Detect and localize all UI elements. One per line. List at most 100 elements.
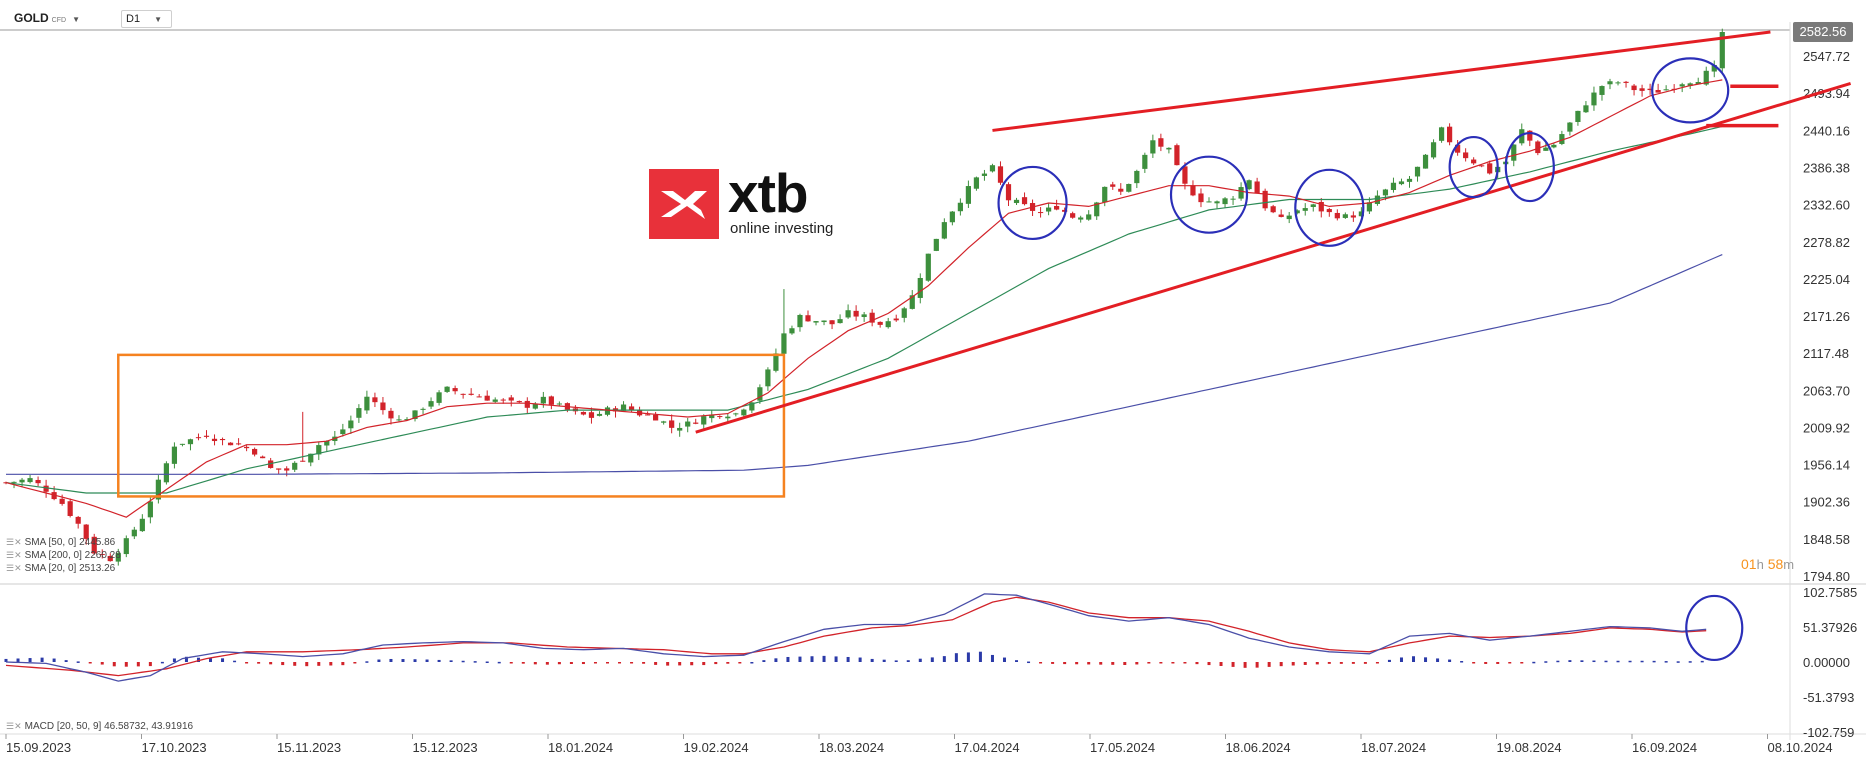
timer-hours-unit: h bbox=[1756, 557, 1764, 572]
macd-histogram-bar bbox=[858, 657, 862, 662]
timer-minutes: 58 bbox=[1767, 556, 1784, 572]
macd-histogram-bar bbox=[1375, 662, 1379, 664]
macd-histogram-bar bbox=[930, 657, 934, 662]
macd-histogram-bar bbox=[593, 662, 597, 664]
macd-histogram-bar bbox=[1520, 662, 1524, 664]
candle-body bbox=[1310, 204, 1316, 208]
candle-body bbox=[1086, 214, 1092, 220]
candle-body bbox=[516, 401, 522, 403]
candle-body bbox=[492, 399, 498, 402]
candle-body bbox=[620, 404, 627, 411]
macd-histogram-bar bbox=[172, 658, 176, 662]
macd-histogram-bar bbox=[1159, 662, 1163, 664]
candle-body bbox=[837, 319, 843, 324]
brand-name: xtb bbox=[728, 162, 808, 224]
candle-body bbox=[1527, 130, 1533, 141]
macd-histogram-bar bbox=[293, 662, 297, 666]
macd-histogram-bar bbox=[329, 662, 333, 666]
timeframe-selector[interactable]: D1 ▼ bbox=[121, 10, 172, 28]
macd-histogram-bar bbox=[1015, 660, 1019, 662]
candle-body bbox=[155, 479, 161, 500]
candle-body bbox=[1575, 110, 1581, 122]
macd-histogram-bar bbox=[1568, 660, 1572, 662]
price-tick-label: 1956.14 bbox=[1803, 458, 1850, 473]
macd-histogram-bar bbox=[1147, 662, 1151, 664]
macd-histogram-bar bbox=[1496, 662, 1500, 664]
candle-body bbox=[163, 463, 169, 483]
candle-body bbox=[941, 222, 947, 239]
time-tick-label: 18.06.2024 bbox=[1226, 740, 1291, 755]
candle-body bbox=[171, 446, 178, 464]
legend-sma50[interactable]: ☰✕ SMA [50, 0] 2445.86 bbox=[6, 537, 115, 548]
candle-body bbox=[1479, 165, 1485, 167]
price-tick-label: 2386.38 bbox=[1803, 160, 1850, 175]
macd-histogram-bar bbox=[618, 662, 622, 664]
price-tick-label: 2493.94 bbox=[1803, 86, 1850, 101]
macd-histogram-bar bbox=[1412, 656, 1416, 662]
candle-body bbox=[1078, 217, 1084, 220]
legend-label: SMA [20, 0] 2513.26 bbox=[24, 563, 116, 574]
candle-body bbox=[300, 460, 306, 462]
macd-histogram-bar bbox=[1640, 660, 1644, 663]
candle-body bbox=[1262, 190, 1268, 209]
highlight-circle bbox=[1504, 131, 1555, 203]
candle-body bbox=[147, 501, 153, 518]
time-tick-label: 15.11.2023 bbox=[277, 740, 341, 755]
time-tick-label: 17.10.2023 bbox=[142, 740, 207, 755]
candle-body bbox=[316, 445, 322, 455]
candle-body bbox=[43, 485, 49, 492]
candle-body bbox=[67, 501, 73, 516]
macd-histogram-bar bbox=[196, 657, 200, 662]
candle-body bbox=[1711, 64, 1717, 72]
candle-body bbox=[1318, 201, 1324, 212]
macd-histogram-bar bbox=[1508, 662, 1512, 664]
macd-histogram-bar bbox=[822, 655, 826, 662]
macd-histogram-bar bbox=[1399, 657, 1403, 662]
candle-body bbox=[1695, 82, 1701, 85]
macd-histogram-bar bbox=[1448, 659, 1452, 662]
legend-macd[interactable]: ☰✕ MACD [20, 50, 9] 46.58732, 43.91916 bbox=[6, 721, 193, 732]
macd-histogram-bar bbox=[1351, 662, 1355, 664]
candle-body bbox=[1655, 89, 1661, 93]
symbol-selector[interactable]: GOLD CFD ▼ bbox=[14, 10, 80, 26]
macd-histogram-bar bbox=[1556, 660, 1560, 663]
candle-body bbox=[1471, 159, 1477, 164]
legend-sma20[interactable]: ☰✕ SMA [20, 0] 2513.26 bbox=[6, 563, 115, 574]
candle-body bbox=[1599, 86, 1605, 95]
candle-body bbox=[1118, 188, 1124, 192]
macd-histogram-bar bbox=[1616, 660, 1620, 663]
time-tick-label: 08.10.2024 bbox=[1768, 740, 1833, 755]
settings-icon: ☰✕ bbox=[6, 563, 22, 573]
candle-body bbox=[821, 320, 827, 323]
macd-histogram-bar bbox=[1700, 660, 1704, 663]
macd-histogram-bar bbox=[1002, 657, 1006, 662]
time-tick-label: 18.07.2024 bbox=[1361, 740, 1426, 755]
candle-body bbox=[436, 392, 442, 403]
candle-body bbox=[75, 516, 81, 524]
price-tick-label: 2547.72 bbox=[1803, 49, 1850, 64]
candle-body bbox=[364, 396, 370, 411]
macd-histogram-bar bbox=[750, 662, 754, 664]
macd-histogram-bar bbox=[425, 659, 429, 662]
macd-histogram-bar bbox=[762, 660, 766, 662]
candle-body bbox=[1567, 122, 1573, 132]
highlight-circle bbox=[1651, 57, 1730, 124]
macd-histogram-bar bbox=[28, 658, 32, 662]
candle-body bbox=[1639, 88, 1645, 91]
macd-histogram-bar bbox=[966, 652, 970, 662]
candle-body bbox=[91, 536, 97, 554]
range-box bbox=[117, 353, 786, 498]
legend-sma200[interactable]: ☰✕ SMA [200, 0] 2260.28 bbox=[6, 550, 121, 561]
macd-histogram-bar bbox=[281, 662, 285, 666]
candle-body bbox=[1062, 209, 1068, 212]
time-tick-label: 18.01.2024 bbox=[548, 740, 613, 755]
macd-histogram-bar bbox=[449, 660, 453, 662]
candle-body bbox=[741, 409, 747, 416]
candle-body bbox=[476, 396, 482, 398]
candle-body bbox=[211, 438, 218, 442]
macd-histogram-bar bbox=[1255, 662, 1259, 668]
macd-histogram-bar bbox=[76, 661, 80, 663]
macd-histogram-bar bbox=[1075, 662, 1079, 665]
